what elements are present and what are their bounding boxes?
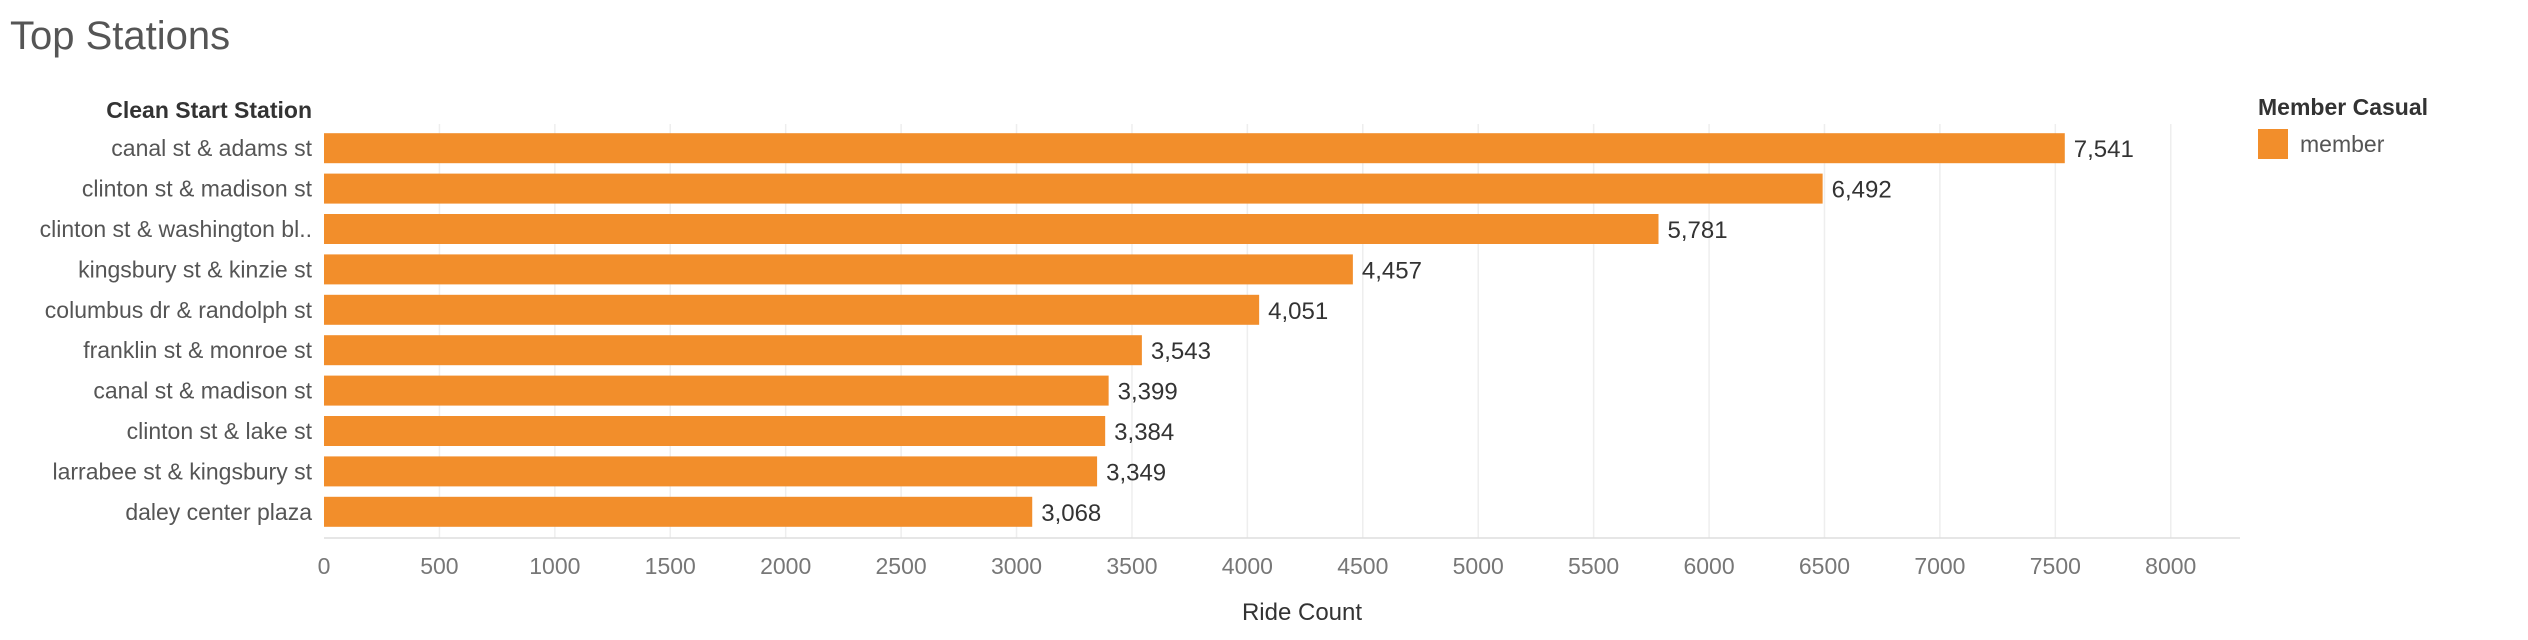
legend-title: Member Casual [2258,94,2429,120]
x-axis-title: Ride Count [1242,599,1362,626]
bar [324,456,1098,487]
bar [324,214,1659,244]
value-label: 4,457 [1362,257,1422,284]
legend: Member Casual member [2258,94,2428,159]
category-label: clinton st & madison st [82,176,313,202]
legend-swatch [2258,129,2288,159]
legend-item-member[interactable]: member [2258,129,2428,159]
category-label: kingsbury st & kinzie st [78,256,313,282]
value-label: 7,541 [2074,136,2134,163]
x-tick-label: 1000 [529,553,580,579]
x-tick-label: 3500 [1106,553,1157,579]
x-tick-label: 5500 [1568,553,1619,579]
bars [324,133,2065,527]
category-label: canal st & adams st [111,135,312,161]
value-label: 3,543 [1151,338,1211,365]
bar [324,294,1260,325]
x-tick-label: 4500 [1337,553,1388,579]
category-label: clinton st & washington bl.. [40,216,312,242]
labels: 0 500 1000 1500 2000 2500 3000 3500 4000 4500 5000… [40,97,2197,626]
bar [324,335,1142,366]
legend-label: member [2300,130,2385,157]
x-tick-label: 3000 [991,553,1042,579]
x-tick-label: 1500 [645,553,696,579]
value-label: 4,051 [1268,298,1328,325]
x-tick-label: 6000 [1683,553,1734,579]
bar [324,173,1823,204]
bar [324,254,1353,285]
row-header: Clean Start Station [106,97,312,123]
value-label: 6,492 [1832,177,1892,204]
value-label: 5,781 [1668,217,1728,244]
category-label: daley center plaza [125,499,312,525]
category-label: columbus dr & randolph st [45,297,313,323]
value-label: 3,068 [1041,500,1101,527]
value-label: 3,399 [1118,379,1178,406]
x-tick-label: 500 [420,553,458,579]
bar [324,416,1106,446]
x-tick-label: 2500 [876,553,927,579]
bar [324,496,1033,527]
x-tick-label: 7500 [2030,553,2081,579]
category-label: franklin st & monroe st [83,337,312,363]
x-tick-label: 6500 [1799,553,1850,579]
category-label: canal st & madison st [93,378,312,404]
x-tick-label: 7000 [1914,553,1965,579]
category-label: clinton st & lake st [127,418,313,444]
chart-title: Top Stations [10,14,231,58]
value-label: 3,349 [1106,459,1166,486]
category-label: larrabee st & kingsbury st [52,458,312,484]
x-tick-label: 4000 [1222,553,1273,579]
x-tick-label: 0 [318,553,331,579]
x-tick-label: 8000 [2145,553,2196,579]
x-tick-label: 5000 [1453,553,1504,579]
value-label: 3,384 [1114,419,1174,446]
x-tick-label: 2000 [760,553,811,579]
bar [324,375,1109,406]
bar [324,133,2065,164]
